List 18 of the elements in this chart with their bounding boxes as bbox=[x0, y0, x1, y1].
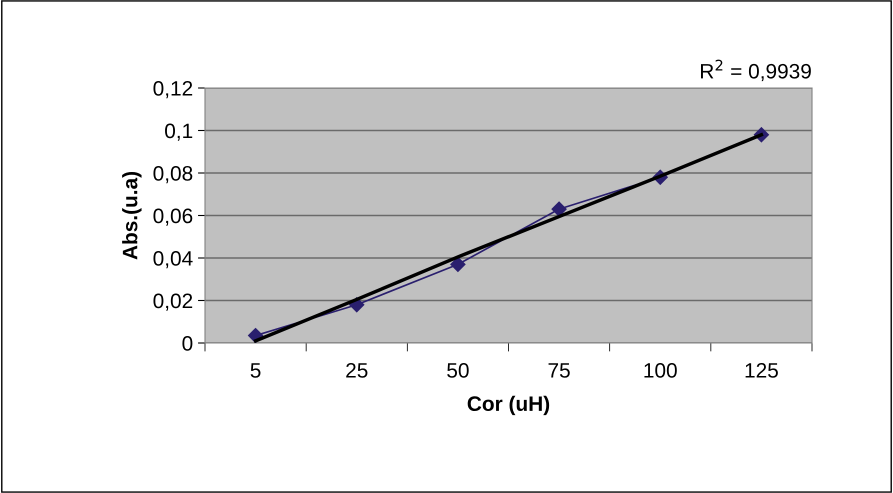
text: R$^{2}$ = 0,9939 bbox=[701, 60, 811, 82]
y-tick-label: 0,02 bbox=[153, 294, 192, 311]
y-tick-label: 0,1 bbox=[165, 124, 192, 141]
y-axis-title: Abs.(u.a) bbox=[122, 172, 142, 260]
y-tick-label: 0 bbox=[182, 336, 192, 351]
x-tick-label: 25 bbox=[346, 362, 368, 378]
y-tick-label: 0,12 bbox=[153, 81, 192, 98]
x-tick-label: 125 bbox=[746, 362, 778, 378]
y-tick-label: 0,04 bbox=[153, 251, 193, 268]
x-tick-label: 100 bbox=[644, 362, 677, 378]
point bbox=[450, 256, 466, 272]
x-tick-label: 5 bbox=[250, 363, 261, 378]
x-axis-title: Cor (uH) bbox=[468, 396, 550, 416]
y-tick-label: 0,06 bbox=[153, 208, 192, 226]
point bbox=[552, 202, 567, 217]
x-tick-label: 75 bbox=[548, 363, 570, 378]
x-tick-label: 50 bbox=[447, 362, 469, 378]
y-tick-label: 0,08 bbox=[153, 166, 192, 184]
